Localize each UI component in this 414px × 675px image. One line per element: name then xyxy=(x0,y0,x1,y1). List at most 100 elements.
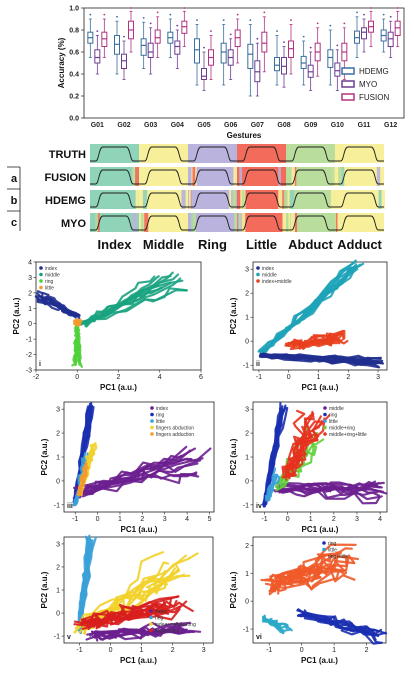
outlier-point xyxy=(382,13,385,16)
legend-label: little xyxy=(45,285,54,291)
x-axis-label: PC1 (a.u.) xyxy=(100,383,137,392)
y-tick-label: -1 xyxy=(54,502,60,509)
y-tick-label: -2 xyxy=(26,352,32,359)
x-tick-label: G12 xyxy=(384,122,397,129)
legend-swatch xyxy=(341,80,355,88)
y-tick-label: 2 xyxy=(245,543,249,550)
misclassified-stripe xyxy=(282,213,287,232)
outlier-point xyxy=(229,33,232,36)
legend-marker xyxy=(150,406,154,410)
box-hdemg xyxy=(247,43,254,69)
legend-marker xyxy=(39,266,43,270)
x-tick-label: G08 xyxy=(277,122,290,129)
legend-label: fingers abduction xyxy=(156,425,194,431)
misclassified-stripe xyxy=(132,213,137,232)
panel-label-vi: vi xyxy=(256,634,262,641)
activation-trace xyxy=(188,215,237,231)
outlier-point xyxy=(329,24,332,27)
misclassified-stripe xyxy=(231,213,235,232)
x-tick-label: 6 xyxy=(199,374,203,381)
outlier-point xyxy=(302,35,305,38)
trajectory-index+middle+ring xyxy=(73,551,165,634)
trajectory-index xyxy=(35,296,81,317)
outlier-point xyxy=(256,37,259,40)
activation-trace xyxy=(335,192,384,208)
legend-label: middle xyxy=(262,272,277,278)
box-myo xyxy=(334,62,341,77)
misclassified-stripe xyxy=(143,167,147,186)
x-tick-label: 0 xyxy=(75,374,79,381)
legend-marker xyxy=(323,419,327,423)
legend-label: little xyxy=(156,419,165,425)
misclassified-stripe xyxy=(95,213,99,232)
misclassified-stripe xyxy=(233,167,236,186)
gesture-label-adduct: Adduct xyxy=(337,237,382,252)
trajectory-ring xyxy=(73,324,80,366)
misclassified-stripe xyxy=(291,167,295,186)
misclassified-stripe xyxy=(335,167,338,186)
box-fusion xyxy=(154,29,161,44)
activation-trace xyxy=(237,215,286,231)
x-tick-label: G09 xyxy=(304,122,317,129)
y-tick-label: 1 xyxy=(245,315,249,322)
misclassified-stripe xyxy=(136,190,141,209)
segment-adduct xyxy=(335,190,384,209)
x-tick-label: 1 xyxy=(118,516,122,523)
legend-label: index xyxy=(156,406,168,412)
trajectory-index xyxy=(36,292,76,318)
legend-label: ring xyxy=(45,279,54,285)
x-tick-label: -1 xyxy=(261,516,267,523)
outlier-point xyxy=(183,7,186,9)
x-tick-label: 1 xyxy=(317,374,321,381)
outlier-point xyxy=(316,22,319,25)
trajectory-middle+ring+little xyxy=(281,409,306,478)
trajectory-middle xyxy=(259,268,359,357)
trajectory-little xyxy=(264,618,288,630)
segment-ring xyxy=(188,167,237,186)
segment-adduct xyxy=(335,167,384,186)
x-tick-label: 4 xyxy=(185,516,189,523)
outlier-point xyxy=(249,19,252,21)
activation-trace xyxy=(139,146,188,162)
panel-label-iii: iii xyxy=(67,503,73,510)
segment-index xyxy=(90,167,139,186)
legend-label: ring xyxy=(156,412,165,418)
segment-little xyxy=(237,144,286,163)
activation-trace xyxy=(188,169,237,185)
segment-middle xyxy=(139,144,188,163)
trajectory-middle xyxy=(257,263,358,353)
misclassified-stripe xyxy=(338,167,343,186)
legend-marker xyxy=(323,406,327,410)
x-tick-label: 2 xyxy=(346,374,350,381)
y-axis-label: PC2 (a.u.) xyxy=(12,297,21,334)
outlier-point xyxy=(96,30,99,32)
gesture-label-ring: Ring xyxy=(198,237,227,252)
legend-marker xyxy=(256,279,260,283)
segment-adduct xyxy=(335,213,384,232)
outlier-point xyxy=(130,7,132,9)
y-tick-label: 0 xyxy=(245,599,249,606)
misclassified-stripe xyxy=(378,190,383,209)
activation-trace xyxy=(286,215,335,231)
legend-marker xyxy=(256,266,260,270)
outlier-point xyxy=(396,7,399,9)
row-label-fusion: FUSION xyxy=(44,172,86,184)
x-tick-label: G03 xyxy=(144,122,157,129)
box-plot-frame xyxy=(83,7,405,119)
gesture-label-abduct: Abduct xyxy=(288,237,333,252)
trajectory-little xyxy=(73,319,82,327)
activation-trace xyxy=(237,192,286,208)
misclassified-stripe xyxy=(135,167,140,186)
legend-label: FUSION xyxy=(359,93,389,102)
misclassified-stripe xyxy=(241,190,245,209)
legend-marker xyxy=(323,412,327,417)
outlier-point xyxy=(336,44,339,47)
activation-trace xyxy=(188,192,237,208)
activation-trace xyxy=(139,169,188,185)
legend-marker xyxy=(149,622,153,626)
legend-label: ring+little xyxy=(328,554,348,560)
trajectory-middle xyxy=(85,275,160,324)
y-tick-label: 1 xyxy=(245,455,249,462)
segment-abduct xyxy=(286,144,335,163)
x-tick-label: -2 xyxy=(33,374,39,381)
